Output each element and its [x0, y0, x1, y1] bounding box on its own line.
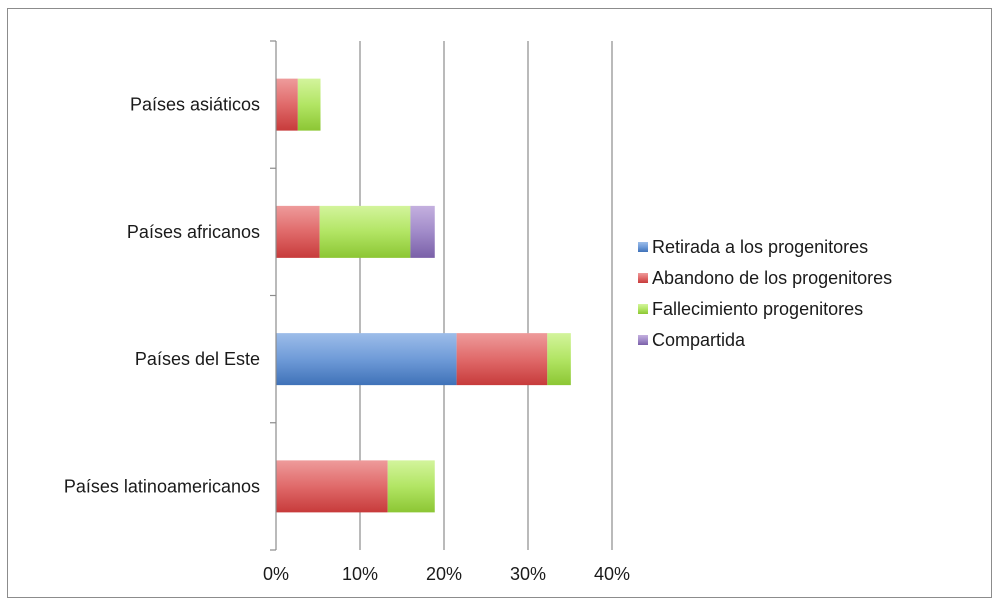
bar-segment: [276, 78, 298, 131]
chart-frame: 0% 10% 20% 30% 40% Países asiáticos Países afr…: [7, 8, 992, 598]
legend-swatch: [638, 273, 648, 283]
legend-label: Abandono de los progenitores: [652, 268, 892, 288]
bar-segment: [410, 205, 435, 258]
x-tick-label: 20%: [426, 564, 462, 584]
legend-swatch: [638, 242, 648, 252]
x-tick-label: 30%: [510, 564, 546, 584]
bar-segment: [387, 460, 435, 513]
category-label: Países latinoamericanos: [64, 476, 260, 496]
legend-label: Fallecimiento progenitores: [652, 299, 863, 319]
bar-segment: [276, 333, 457, 386]
category-label: Países africanos: [127, 222, 260, 242]
bar-segment: [276, 205, 320, 258]
x-tick-label: 10%: [342, 564, 378, 584]
legend-swatch: [638, 335, 648, 345]
category-label: Países del Este: [135, 349, 260, 369]
bar-segment: [276, 460, 388, 513]
stacked-bar-chart: 0% 10% 20% 30% 40% Países asiáticos Países afr…: [64, 40, 892, 584]
bar-segment: [297, 78, 321, 131]
bar-segment: [456, 333, 548, 386]
legend-label: Compartida: [652, 330, 746, 350]
x-tick-label: 0%: [263, 564, 289, 584]
category-label: Países asiáticos: [130, 95, 260, 115]
legend-label: Retirada a los progenitores: [652, 237, 868, 257]
legend-swatch: [638, 304, 648, 314]
bar-segment: [319, 205, 411, 258]
bar-segment: [547, 333, 571, 386]
x-tick-label: 40%: [594, 564, 630, 584]
